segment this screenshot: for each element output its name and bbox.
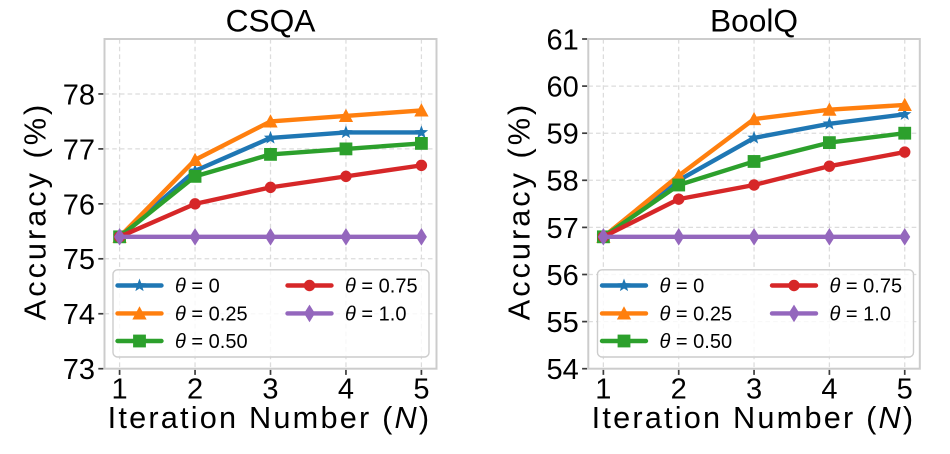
svg-text:5: 5 [897, 374, 913, 406]
svg-text:78: 78 [63, 79, 95, 111]
svg-text:Accuracy (%): Accuracy (%) [502, 102, 537, 320]
svg-text:θ = 0: θ = 0 [660, 276, 705, 298]
svg-text:3: 3 [746, 374, 762, 406]
svg-text:4: 4 [821, 374, 837, 406]
svg-text:54: 54 [547, 354, 579, 386]
svg-text:3: 3 [262, 374, 278, 406]
svg-text:76: 76 [63, 189, 95, 221]
svg-text:Iteration Number (N): Iteration Number (N) [592, 400, 916, 435]
svg-text:58: 58 [547, 166, 579, 198]
svg-text:BoolQ: BoolQ [710, 3, 798, 39]
svg-text:θ = 0.25: θ = 0.25 [175, 303, 248, 325]
svg-text:θ = 0.50: θ = 0.50 [660, 331, 733, 353]
svg-text:Accuracy (%): Accuracy (%) [18, 102, 53, 320]
svg-text:θ = 0.75: θ = 0.75 [345, 276, 418, 298]
svg-text:θ = 1.0: θ = 1.0 [830, 303, 891, 325]
svg-text:1: 1 [595, 374, 611, 406]
svg-text:60: 60 [547, 72, 579, 104]
svg-text:4: 4 [338, 374, 354, 406]
svg-text:θ = 0.25: θ = 0.25 [660, 303, 733, 325]
svg-text:2: 2 [187, 374, 203, 406]
svg-text:Iteration Number (N): Iteration Number (N) [108, 400, 432, 435]
svg-text:59: 59 [547, 119, 579, 151]
svg-text:θ = 0.75: θ = 0.75 [830, 276, 903, 298]
svg-text:75: 75 [63, 244, 95, 276]
svg-text:θ = 1.0: θ = 1.0 [345, 303, 406, 325]
svg-text:CSQA: CSQA [226, 3, 317, 39]
svg-text:2: 2 [671, 374, 687, 406]
svg-text:θ = 0: θ = 0 [175, 276, 220, 298]
svg-text:73: 73 [63, 354, 95, 386]
svg-text:74: 74 [63, 299, 95, 331]
svg-text:77: 77 [63, 134, 95, 166]
svg-text:θ = 0.50: θ = 0.50 [175, 331, 248, 353]
svg-text:5: 5 [413, 374, 429, 406]
svg-text:61: 61 [547, 24, 579, 56]
svg-text:1: 1 [112, 374, 128, 406]
svg-text:55: 55 [547, 307, 579, 339]
svg-text:57: 57 [547, 213, 579, 245]
svg-text:56: 56 [547, 260, 579, 292]
